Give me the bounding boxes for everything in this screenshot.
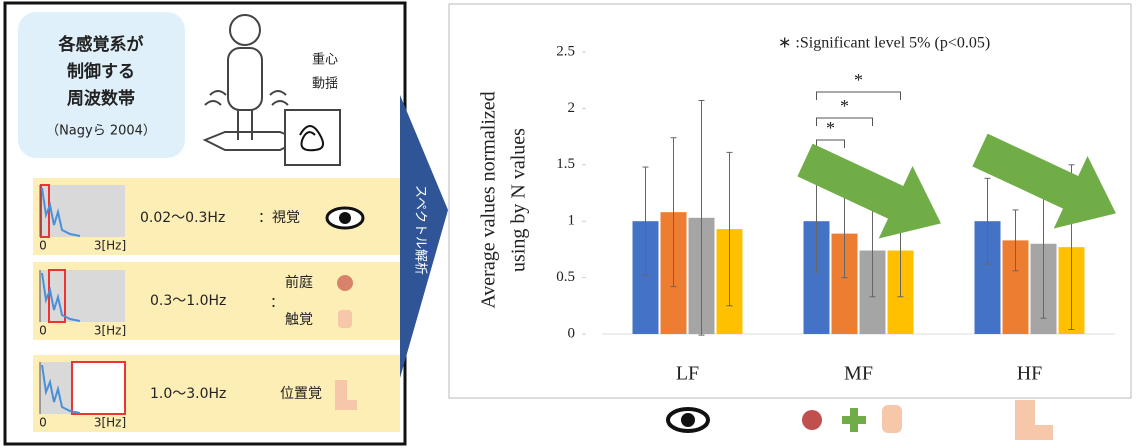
band-range: 1.0～3.0Hz <box>150 386 226 402</box>
mini-axis-label: 3[Hz] <box>94 416 126 430</box>
y-tick-label: 2 <box>568 100 576 116</box>
mini-axis-label: 3[Hz] <box>94 324 126 338</box>
sway-label: 重心 <box>312 52 338 68</box>
y-axis-label: using by N values <box>508 128 530 272</box>
source: （Nagyら 2004） <box>46 124 156 139</box>
y-tick-label: 2.5 <box>556 43 575 59</box>
mini-spectrum <box>40 270 125 322</box>
band-highlight <box>72 362 125 414</box>
mini-axis-label: 0 <box>39 324 47 338</box>
eye-icon <box>327 208 363 228</box>
band-colon: ： <box>270 295 284 311</box>
band-range: 0.02～0.3Hz <box>140 210 225 226</box>
x-tick-label: MF <box>844 363 873 385</box>
sway-label: 動揺 <box>312 77 338 92</box>
figure: 各感覚系が 制御する 周波数帯 （Nagyら 2004） 重心 動揺 0 3[H… <box>0 0 1137 448</box>
band-sense: 触覚 <box>285 312 313 328</box>
y-axis-label: Average values normalized <box>478 91 500 308</box>
panel-title: 制御する <box>67 61 135 82</box>
significance-mark: * <box>826 118 835 138</box>
mini-axis-label: 3[Hz] <box>94 239 126 253</box>
mini-axis-label: 0 <box>39 416 47 430</box>
band-sense: ：視覚 <box>258 210 300 226</box>
band-rows: 0 3[Hz] 0 3[Hz] 0 3[Hz] 0.02～0.3Hz ：視覚 0… <box>33 178 400 432</box>
y-tick-label: 1 <box>568 213 576 229</box>
band-sense: 前庭 <box>285 274 313 291</box>
band-range: 0.3～1.0Hz <box>150 293 226 309</box>
mini-axis-label: 0 <box>39 239 47 253</box>
significance-note: ∗ :Significant level 5% (p<0.05) <box>778 35 990 52</box>
chart-frame <box>449 4 1131 398</box>
y-tick-label: 0.5 <box>556 269 575 285</box>
significance-mark: * <box>840 96 849 116</box>
y-tick-label: 1.5 <box>556 156 575 172</box>
mini-spectrum <box>40 185 125 237</box>
category-icons <box>668 400 1053 440</box>
significance-mark: * <box>854 70 863 90</box>
band-sense: 位置覚 <box>280 386 322 402</box>
panel-title: 各感覚系が <box>58 34 144 55</box>
x-tick-label: HF <box>1017 363 1043 385</box>
panel-title: 周波数帯 <box>67 88 135 109</box>
x-tick-label: LF <box>676 363 699 385</box>
arrow-label: スペクトル解析 <box>413 185 428 275</box>
y-tick-label: 0 <box>568 325 576 341</box>
